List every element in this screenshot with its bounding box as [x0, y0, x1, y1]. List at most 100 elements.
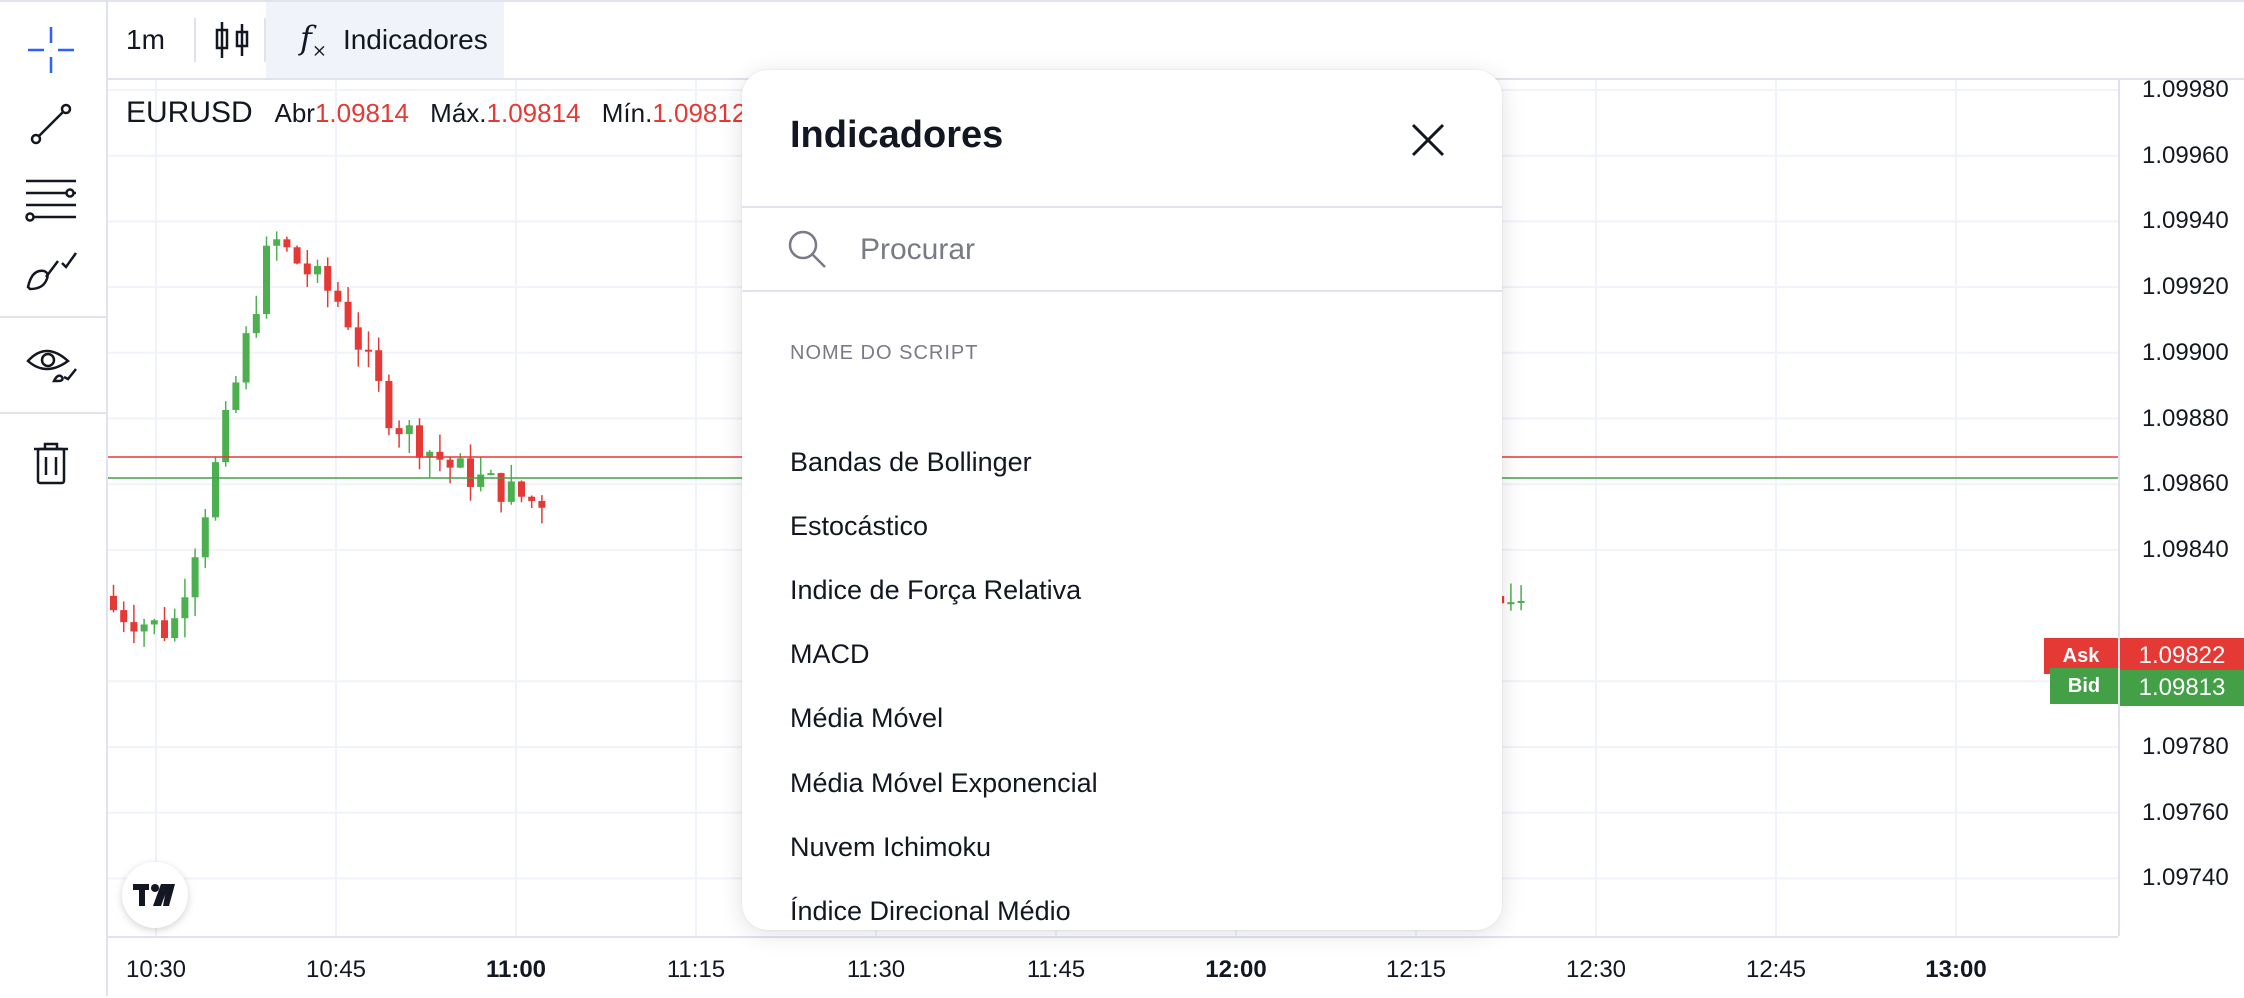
search-icon	[788, 230, 826, 268]
indicators-dialog: Indicadores NOME DO SCRIPT Bandas de Bol…	[742, 70, 1502, 930]
low-value: 1.09812	[652, 98, 747, 128]
candle-body	[467, 458, 474, 487]
symbol-legend: EURUSD Abr1.09814 Máx.1.09814 Mín.1.0981…	[126, 96, 783, 130]
indicator-item[interactable]: MACD	[790, 639, 870, 670]
dialog-divider	[742, 206, 1502, 208]
candle-body	[518, 481, 525, 497]
drawing-toolbar	[0, 2, 108, 996]
price-tick-label: 1.09960	[2142, 141, 2229, 169]
open-value: 1.09814	[314, 98, 409, 128]
candle-body	[252, 314, 260, 334]
price-tick-label: 1.09900	[2142, 338, 2229, 366]
candle-body	[110, 595, 117, 611]
chart-type-button[interactable]	[210, 2, 254, 78]
candle-body	[283, 239, 291, 248]
candle-body	[150, 620, 158, 625]
candle-body	[130, 622, 138, 632]
section-header: NOME DO SCRIPT	[790, 342, 979, 364]
price-tick-label: 1.09860	[2142, 470, 2229, 498]
candle-body	[212, 462, 219, 518]
candle-body	[405, 425, 413, 435]
crosshair-icon	[28, 27, 74, 73]
candle-body	[263, 245, 270, 315]
symbol-name: EURUSD	[126, 96, 253, 129]
candle-body	[487, 473, 495, 476]
close-button[interactable]	[1400, 112, 1456, 168]
trash-icon	[34, 442, 68, 485]
crosshair-tool[interactable]	[18, 20, 84, 80]
toolbar-divider	[264, 18, 266, 62]
candle-body	[314, 266, 321, 275]
dialog-divider	[742, 290, 1502, 292]
candle-body	[344, 301, 352, 328]
price-tick-label: 1.09840	[2142, 535, 2229, 563]
top-toolbar: 1m f× Indicadores	[108, 2, 2244, 80]
candle-body	[375, 350, 383, 381]
indicator-item[interactable]: Indice de Força Relativa	[790, 574, 1082, 605]
candle-body	[354, 327, 362, 350]
candle-body	[273, 239, 281, 246]
hide-drawings-tool[interactable]	[18, 332, 84, 392]
candle-body	[436, 451, 444, 460]
interval-button[interactable]: 1m	[126, 2, 165, 78]
candle-body	[242, 333, 250, 383]
tradingview-logo-button[interactable]	[122, 862, 188, 928]
indicator-item[interactable]: Índice Direcional Médio	[790, 895, 1071, 926]
candle-body	[497, 473, 505, 502]
open-label: Abr	[274, 98, 315, 128]
indicator-item[interactable]: Nuvem Ichimoku	[790, 831, 992, 862]
candle-body	[507, 481, 515, 502]
fib-retracement-icon	[25, 179, 76, 222]
candle-body	[171, 618, 179, 639]
high-value: 1.09814	[486, 98, 581, 128]
remove-drawings-tool[interactable]	[18, 434, 84, 494]
candle-body	[446, 459, 454, 468]
candle-body	[365, 349, 372, 352]
candle-body	[120, 610, 128, 623]
time-axis[interactable]: 10:30 10:45 11:00 11:15 11:30 11:45 12:00 12:15…	[108, 936, 2118, 998]
candle-body	[293, 247, 301, 264]
candle-body	[222, 409, 230, 463]
search-input[interactable]	[858, 220, 1462, 280]
candle-body	[416, 425, 423, 458]
price-tick-label: 1.09760	[2142, 798, 2229, 826]
candle-body	[538, 500, 546, 508]
price-axis[interactable]: 1.09980 1.09960 1.09940 1.09920 1.09900 1.098…	[2118, 76, 2244, 936]
candle-body	[161, 620, 168, 639]
time-tick-label: 12:30	[1565, 956, 1627, 983]
indicator-item[interactable]: Média Móvel Exponencial	[790, 767, 1098, 798]
candle-body	[1517, 600, 1525, 603]
candle-body	[395, 428, 403, 435]
toolbar-divider	[194, 18, 196, 62]
ask-price-tag: 1.09822	[2120, 638, 2244, 674]
toolbar-divider	[0, 316, 106, 318]
fib-retracement-tool[interactable]	[18, 168, 84, 228]
indicators-button[interactable]: f× Indicadores	[266, 2, 504, 78]
eye-icon	[26, 349, 77, 383]
indicator-item[interactable]: Bandas de Bollinger	[790, 446, 1032, 477]
candle-body	[324, 266, 332, 291]
candle-body	[385, 380, 393, 429]
brush-tool[interactable]	[18, 242, 84, 302]
trendline-tool[interactable]	[18, 94, 84, 154]
indicator-item[interactable]: Média Móvel	[790, 703, 944, 734]
time-tick-label: 11:45	[1026, 956, 1086, 983]
candle-body	[528, 496, 536, 501]
time-tick-label: 10:45	[305, 956, 367, 983]
candle-body	[181, 597, 189, 619]
time-tick-label: 12:45	[1745, 956, 1807, 983]
price-tick-label: 1.09940	[2142, 207, 2229, 235]
dialog-title: Indicadores	[790, 114, 1004, 156]
brush-icon	[26, 252, 78, 291]
time-tick-label: 10:30	[125, 956, 187, 983]
indicator-item[interactable]: Estocástico	[790, 510, 929, 541]
candle-body	[232, 382, 240, 410]
candle-body	[456, 458, 464, 468]
time-tick-label: 12:00	[1205, 956, 1267, 983]
bid-line-label: Bid	[2050, 668, 2118, 704]
candle-body	[191, 557, 199, 598]
indicators-button-label: Indicadores	[342, 24, 488, 55]
candle-body	[477, 474, 485, 487]
candle-body	[140, 624, 148, 632]
candles-icon	[215, 22, 249, 58]
